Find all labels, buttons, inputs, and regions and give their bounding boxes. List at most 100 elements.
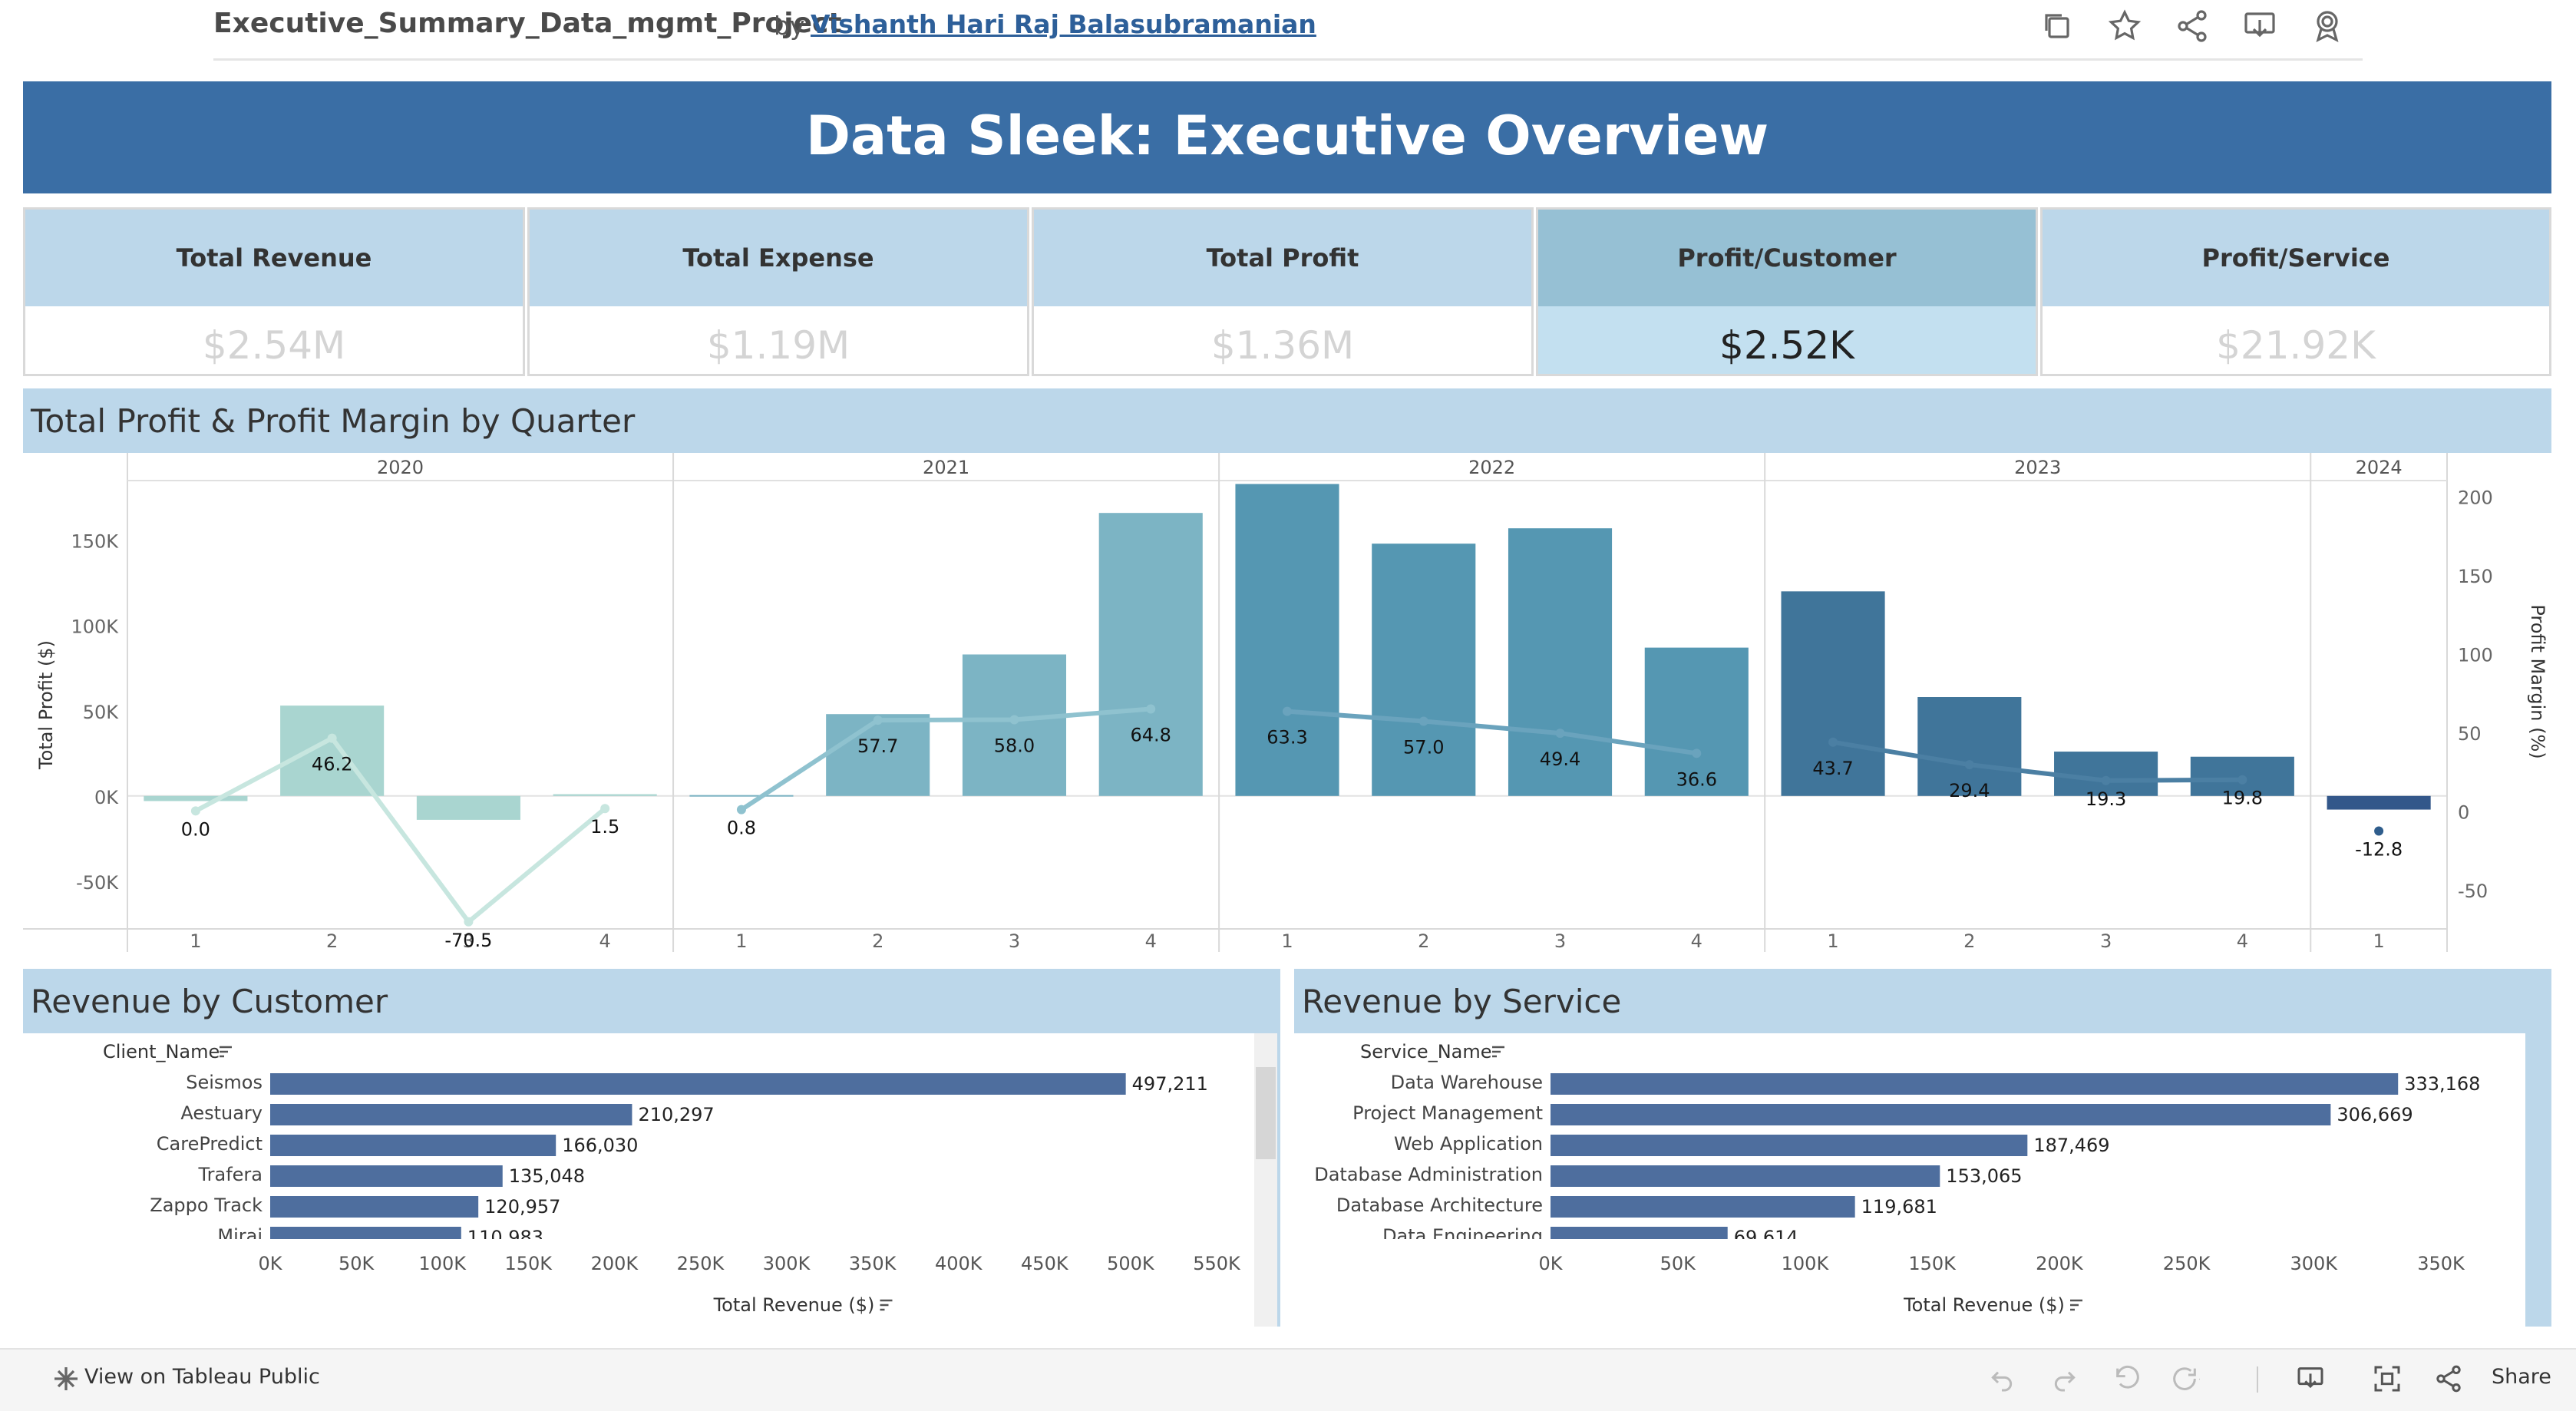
category-label: Aestuary <box>180 1102 263 1124</box>
margin-data-label: 19.3 <box>2086 788 2126 810</box>
margin-data-label: 0.8 <box>727 818 756 839</box>
x-tick-label: 250K <box>677 1253 725 1274</box>
dashboard-banner: Data Sleek: Executive Overview <box>23 81 2551 193</box>
revenue-bar <box>270 1104 632 1125</box>
dimension-header: Service_Name <box>1360 1041 1492 1062</box>
y-tick-label: 0K <box>94 787 119 808</box>
toolbar-divider <box>2257 1366 2258 1393</box>
kpi-total-profit[interactable]: Total Profit $1.36M <box>1032 207 1534 376</box>
revert-icon[interactable] <box>2112 1363 2143 1394</box>
kpi-value: $1.36M <box>1210 323 1355 368</box>
quarter-tick-label: 4 <box>2237 930 2248 952</box>
tableau-logo-icon <box>51 1363 81 1394</box>
profit-chart-header: Total Profit & Profit Margin by Quarter <box>23 388 2551 453</box>
y-axis-title: Total Profit ($) <box>35 640 57 770</box>
x-axis-title: Total Revenue ($) <box>1903 1294 2065 1316</box>
kpi-total-expense[interactable]: Total Expense $1.19M <box>527 207 1029 376</box>
margin-point <box>327 733 337 743</box>
margin-point <box>1283 706 1292 716</box>
kpi-value: $2.52K <box>1719 323 1854 368</box>
quarter-tick-label: 4 <box>1691 930 1702 952</box>
axis-area <box>1294 1239 2525 1327</box>
margin-data-label: 57.0 <box>1403 737 1444 758</box>
author-link[interactable]: Vishanth Hari Raj Balasubramanian <box>811 9 1316 39</box>
x-axis-title: Total Revenue ($) <box>713 1294 875 1316</box>
share-network-icon[interactable] <box>2174 8 2211 45</box>
kpi-value: $2.54M <box>202 323 346 368</box>
x-tick-label: 350K <box>849 1253 897 1274</box>
profit-bar <box>2054 752 2158 796</box>
quarter-tick-label: 1 <box>1827 930 1838 952</box>
category-label: Trafera <box>198 1164 263 1185</box>
view-on-tableau-link[interactable]: View on Tableau Public <box>84 1365 320 1389</box>
revenue-bar <box>1551 1135 2028 1156</box>
sort-icon <box>220 1046 232 1058</box>
margin-point <box>873 715 883 725</box>
workbook-header: Executive_Summary_Data_mgmt_Project by V… <box>0 0 2576 69</box>
x-tick-label: 200K <box>591 1253 639 1274</box>
customer-panel-body: Client_Name Seismos 497,211 Aestuary 210,297… <box>23 1033 1254 1327</box>
profit-bar <box>1917 697 2022 796</box>
x-tick-label: 550K <box>1193 1253 1241 1274</box>
y-tick-label: 100K <box>71 616 119 638</box>
y2-tick-label: 150 <box>2458 566 2493 587</box>
kpi-profit-per-customer[interactable]: Profit/Customer $2.52K <box>1536 207 2038 376</box>
x-tick-label: 250K <box>2163 1253 2211 1274</box>
revenue-bar <box>1551 1165 1940 1187</box>
kpi-profit-per-service[interactable]: Profit/Service $21.92K <box>2040 207 2551 376</box>
quarter-tick-label: 4 <box>1145 930 1157 952</box>
quarter-tick-label: 2 <box>1963 930 1975 952</box>
margin-data-label: 64.8 <box>1131 725 1171 746</box>
year-header-label: 2023 <box>2014 457 2061 478</box>
category-label: Database Administration <box>1314 1164 1543 1185</box>
service-panel-body: Service_Name Data Warehouse 333,168 Project… <box>1294 1033 2525 1327</box>
kpi-label: Profit/Customer <box>1677 243 1897 273</box>
download-icon[interactable] <box>2241 8 2278 45</box>
margin-data-label: 36.6 <box>1676 768 1717 790</box>
y-tick-label: -50K <box>76 872 119 894</box>
profit-chart-canvas[interactable]: 150K 100K 50K 0K -50K 200 150 100 50 0 -50 Total Pr… <box>20 453 2551 952</box>
x-tick-label: 50K <box>1660 1253 1697 1274</box>
margin-line <box>1286 709 1697 756</box>
kpi-total-revenue[interactable]: Total Revenue $2.54M <box>23 207 525 376</box>
service-chart-canvas[interactable]: Service_Name Data Warehouse 333,168 Project… <box>1294 1033 2525 1327</box>
customer-chart-canvas[interactable]: Client_Name Seismos 497,211 Aestuary 210,297… <box>23 1033 1254 1327</box>
quarter-tick-label: 3 <box>463 930 474 952</box>
bar-value-label: 135,048 <box>509 1165 585 1187</box>
x-tick-label: 100K <box>418 1253 467 1274</box>
fullscreen-icon[interactable] <box>2372 1363 2403 1394</box>
badge-icon[interactable] <box>2309 8 2346 45</box>
undo-icon[interactable] <box>1986 1363 2017 1394</box>
refresh-icon[interactable] <box>2169 1363 2205 1394</box>
share-button[interactable]: Share <box>2492 1365 2551 1389</box>
profit-bar <box>1781 591 1885 796</box>
kpi-value: $21.92K <box>2216 323 2376 368</box>
redo-icon[interactable] <box>2049 1363 2080 1394</box>
y-tick-label: 150K <box>71 531 119 553</box>
margin-point <box>464 917 474 927</box>
margin-data-label: 49.4 <box>1540 748 1580 770</box>
share-icon[interactable] <box>2433 1363 2464 1394</box>
margin-data-label: 58.0 <box>994 735 1035 756</box>
service-panel-header: Revenue by Service <box>1294 969 2551 1033</box>
customer-scrollbar[interactable] <box>1254 1033 1277 1327</box>
bar-value-label: 497,211 <box>1132 1073 1208 1095</box>
margin-data-label: -12.8 <box>2355 839 2403 861</box>
profit-bar <box>1098 513 1203 796</box>
margin-data-label: 29.4 <box>1949 780 1990 801</box>
customer-scroll-thumb[interactable] <box>1256 1067 1276 1159</box>
quarter-tick-label: 4 <box>599 930 611 952</box>
customer-panel-title: Revenue by Customer <box>31 983 388 1020</box>
profit-chart[interactable]: 150K 100K 50K 0K -50K 200 150 100 50 0 -50 Total Pr… <box>20 453 2551 952</box>
profit-bar <box>280 706 385 796</box>
duplicate-icon[interactable] <box>2039 8 2076 45</box>
quarter-tick-label: 1 <box>735 930 747 952</box>
download-icon[interactable] <box>2295 1363 2326 1394</box>
margin-point <box>1009 715 1019 725</box>
margin-data-label: 46.2 <box>312 754 352 775</box>
workbook-title: Executive_Summary_Data_mgmt_Project <box>213 8 842 39</box>
sort-icon <box>1492 1046 1504 1058</box>
axis-area <box>23 1239 1254 1327</box>
margin-data-label: 19.8 <box>2222 788 2263 809</box>
favorite-star-icon[interactable] <box>2106 8 2143 45</box>
